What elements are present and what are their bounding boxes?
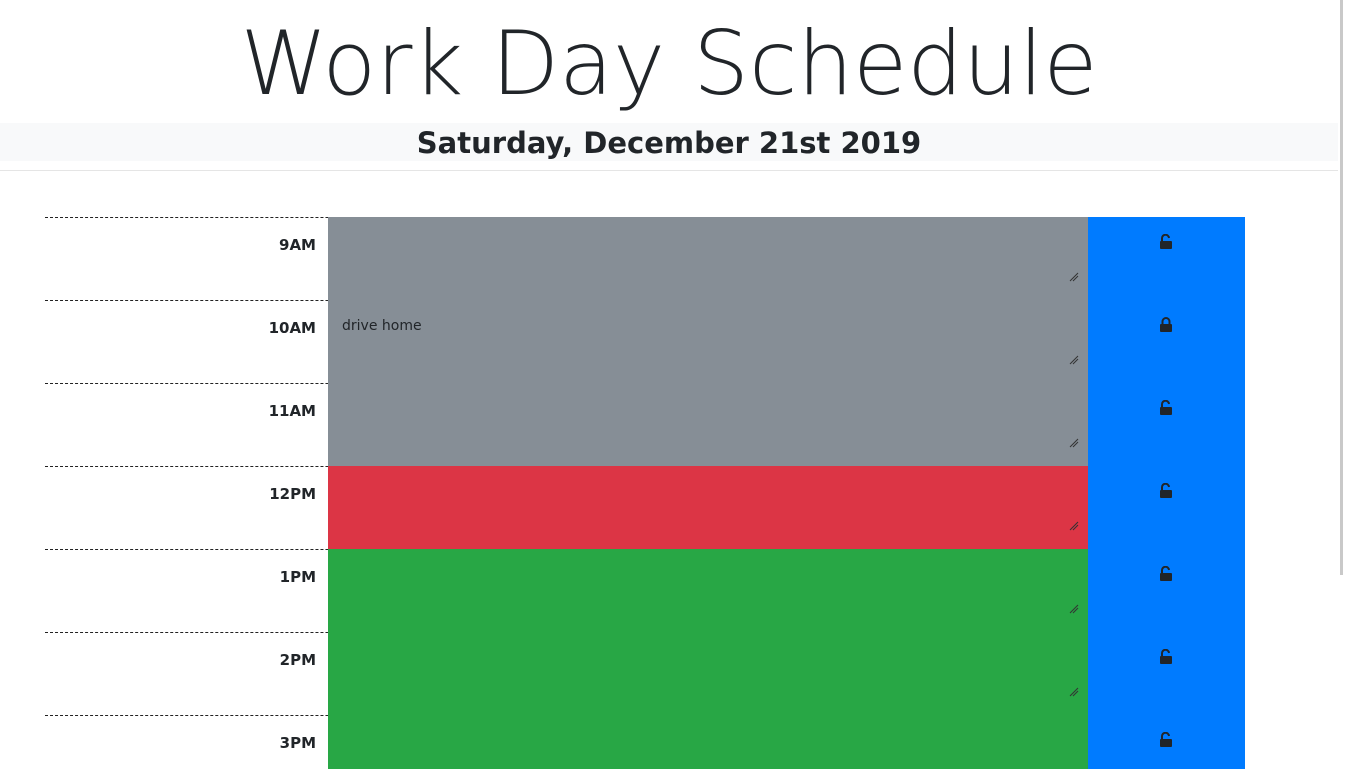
time-block: 12PM — [45, 466, 1245, 549]
unlock-icon — [1160, 732, 1172, 747]
resize-handle-icon[interactable] — [1067, 436, 1079, 448]
save-button[interactable] — [1088, 632, 1245, 715]
resize-handle-icon[interactable] — [1067, 602, 1079, 614]
event-description-input[interactable] — [328, 383, 1088, 466]
event-description-input[interactable]: drive home — [328, 300, 1088, 383]
save-button[interactable] — [1088, 300, 1245, 383]
save-button[interactable] — [1088, 383, 1245, 466]
resize-handle-icon[interactable] — [1067, 685, 1079, 697]
time-block: 9AM — [45, 217, 1245, 300]
scrollbar-thumb[interactable] — [1340, 0, 1343, 575]
scrollbar[interactable] — [1338, 0, 1345, 769]
save-button[interactable] — [1088, 217, 1245, 300]
hour-label: 11AM — [268, 402, 316, 420]
time-block: 3PM — [45, 715, 1245, 769]
time-block: 10AM drive home — [45, 300, 1245, 383]
save-button[interactable] — [1088, 466, 1245, 549]
event-description-input[interactable] — [328, 632, 1088, 715]
resize-handle-icon[interactable] — [1067, 270, 1079, 282]
unlock-icon — [1160, 649, 1172, 664]
hour-label: 1PM — [279, 568, 316, 586]
event-description-input[interactable] — [328, 466, 1088, 549]
event-description-input[interactable] — [328, 715, 1088, 769]
lock-icon — [1160, 317, 1172, 332]
hour-label: 3PM — [279, 734, 316, 752]
header: Work Day Schedule Saturday, December 21s… — [0, 0, 1338, 171]
event-description-input[interactable] — [328, 217, 1088, 300]
time-block: 11AM — [45, 383, 1245, 466]
current-date-bar: Saturday, December 21st 2019 — [0, 123, 1338, 161]
hour-label: 9AM — [279, 236, 316, 254]
hour-label: 10AM — [268, 319, 316, 337]
unlock-icon — [1160, 400, 1172, 415]
unlock-icon — [1160, 234, 1172, 249]
resize-handle-icon[interactable] — [1067, 519, 1079, 531]
page-title: Work Day Schedule — [240, 12, 1098, 115]
save-button[interactable] — [1088, 715, 1245, 769]
time-block: 2PM — [45, 632, 1245, 715]
save-button[interactable] — [1088, 549, 1245, 632]
current-date: Saturday, December 21st 2019 — [416, 126, 922, 160]
hour-label: 12PM — [269, 485, 316, 503]
time-block: 1PM — [45, 549, 1245, 632]
resize-handle-icon[interactable] — [1067, 353, 1079, 365]
event-description-input[interactable] — [328, 549, 1088, 632]
unlock-icon — [1160, 566, 1172, 581]
hour-label: 2PM — [279, 651, 316, 669]
unlock-icon — [1160, 483, 1172, 498]
schedule: 9AM 10AM drive home 11AM 12PM — [45, 217, 1245, 769]
